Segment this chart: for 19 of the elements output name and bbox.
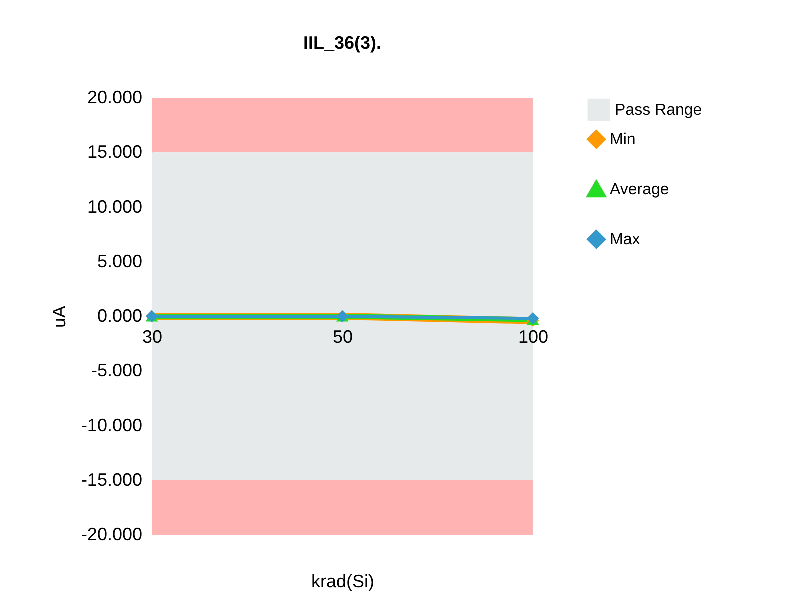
y-tick-label: -10.000 xyxy=(81,415,142,436)
y-tick-label: -20.000 xyxy=(81,524,142,544)
legend-label: Min xyxy=(610,132,636,148)
y-tick-label: 10.000 xyxy=(87,196,142,217)
legend-label: Average xyxy=(610,182,670,198)
y-tick-label: 20.000 xyxy=(87,88,142,108)
y-axis-title: uA xyxy=(49,306,70,328)
y-tick-label: 5.000 xyxy=(97,251,142,272)
x-tick-label: 50 xyxy=(332,327,354,347)
legend-label: Pass Range xyxy=(615,102,702,119)
x-tick-label: 100 xyxy=(518,327,549,347)
y-tick-label: -15.000 xyxy=(81,470,142,490)
y-tick-label: 15.000 xyxy=(87,142,142,162)
x-tick-label: 30 xyxy=(142,327,163,347)
chart-title: IIL_36(3). xyxy=(303,33,382,53)
y-tick-label: 0.000 xyxy=(97,306,142,326)
x-axis-title: krad(Si) xyxy=(311,572,375,592)
legend-label: Max xyxy=(610,232,640,248)
y-tick-label: -5.000 xyxy=(91,360,142,381)
